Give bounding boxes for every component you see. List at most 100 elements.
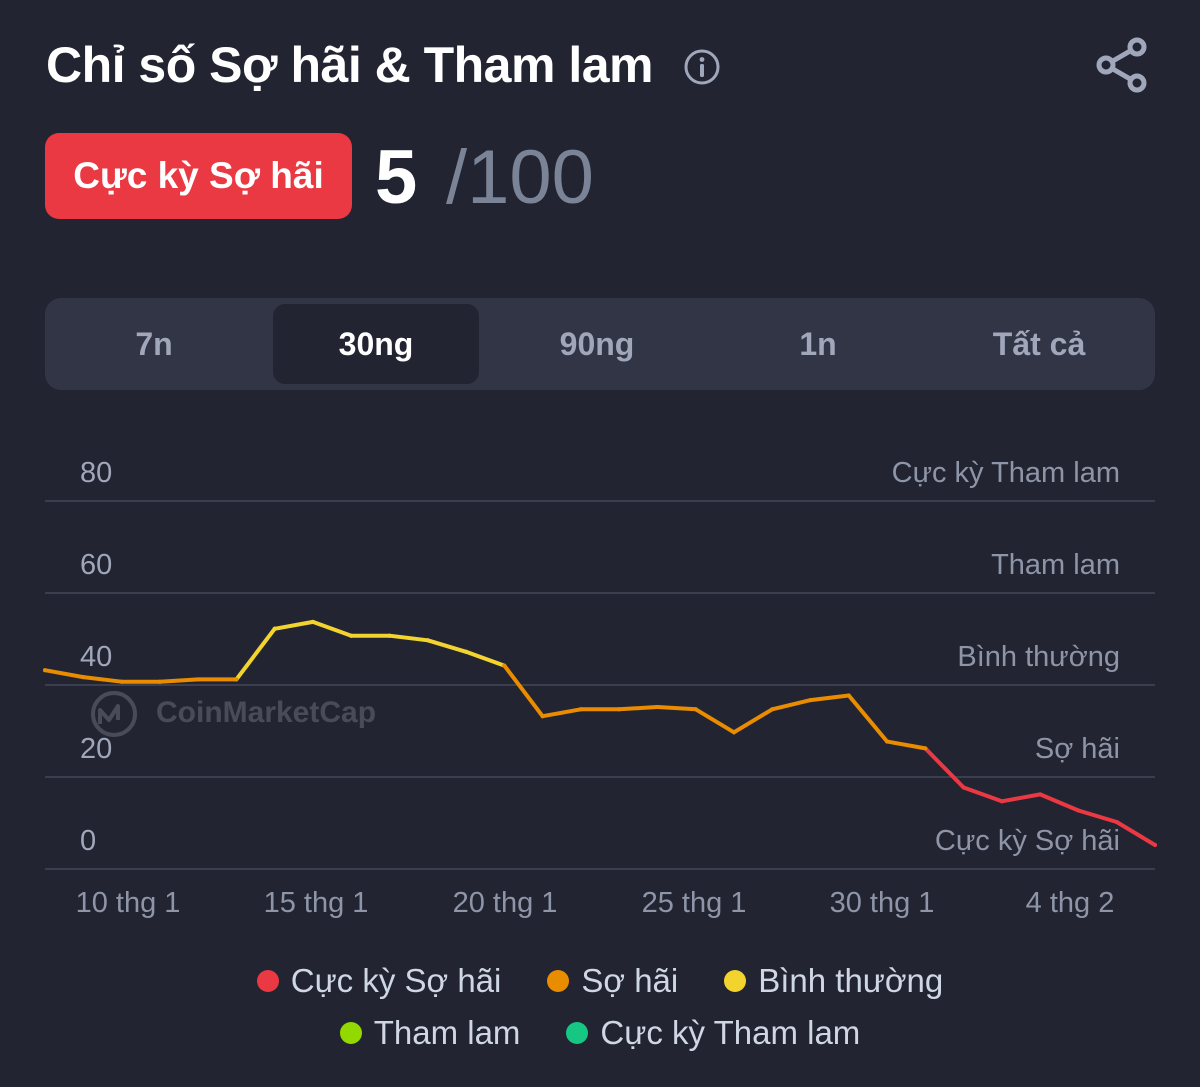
legend-dot <box>339 1022 362 1044</box>
data-point <box>234 677 239 682</box>
watermark: CoinMarketCap <box>91 691 376 737</box>
line-segment <box>464 649 507 668</box>
data-point <box>1114 820 1119 824</box>
line-segment <box>961 785 1004 804</box>
data-point <box>157 679 162 684</box>
data-point <box>540 714 545 719</box>
tab-30d[interactable]: 30ng <box>273 304 479 384</box>
y-tick-label: 0 <box>80 825 96 857</box>
zone-label: Bình thường <box>957 641 1120 673</box>
legend-item-extreme-greed[interactable]: Cực kỳ Tham lam <box>566 1014 860 1052</box>
data-point <box>310 619 315 624</box>
y-tick-label: 80 <box>80 457 112 489</box>
data-point <box>808 698 813 703</box>
data-point <box>617 707 622 712</box>
x-tick-label: 15 thg 1 <box>264 887 369 919</box>
line-segment <box>1038 792 1081 813</box>
score-max: /100 <box>446 135 594 220</box>
line-segment <box>502 663 545 719</box>
line-segment <box>808 693 851 703</box>
coinmarketcap-logo-icon <box>91 691 137 737</box>
line-segment <box>1076 808 1119 824</box>
score-value: 5 <box>375 135 418 220</box>
data-point <box>464 649 469 654</box>
data-point <box>1038 792 1043 797</box>
data-point <box>885 739 890 744</box>
line-segment <box>157 677 201 684</box>
legend-row-1: Cực kỳ Sợ hãi Sợ hãi Bình thường <box>0 962 1200 1000</box>
legend-label: Sợ hãi <box>581 962 679 999</box>
line-segment <box>387 633 430 643</box>
legend-label: Bình thường <box>758 962 944 999</box>
data-point <box>923 746 928 751</box>
y-tick-label: 20 <box>80 733 112 765</box>
y-tick-label: 60 <box>80 549 112 581</box>
line-segment <box>81 675 124 684</box>
line-segment <box>655 705 698 712</box>
line-segment <box>310 619 354 638</box>
line-segment <box>770 698 813 712</box>
index-line <box>43 619 1157 847</box>
line-segment <box>1114 820 1157 847</box>
line-segment <box>43 668 86 680</box>
data-point <box>1153 843 1157 847</box>
legend-label: Tham lam <box>373 1014 521 1051</box>
line-segment <box>425 638 469 654</box>
legend-item-fear[interactable]: Sợ hãi <box>547 962 678 1000</box>
data-point <box>387 633 392 638</box>
data-point <box>846 693 851 698</box>
data-point <box>272 626 277 631</box>
legend-label: Cực kỳ Tham lam <box>600 1014 861 1051</box>
data-point <box>119 679 124 684</box>
tab-7d[interactable]: 7n <box>135 325 173 362</box>
x-tick-label: 30 thg 1 <box>830 887 935 919</box>
data-point <box>578 707 583 712</box>
line-segment <box>885 739 928 751</box>
line-segment <box>731 707 775 735</box>
y-tick-label: 40 <box>80 641 112 673</box>
x-tick-label: 25 thg 1 <box>642 887 747 919</box>
legend-row-2: Tham lam Cực kỳ Tham lam <box>0 1014 1200 1052</box>
legend-item-neutral[interactable]: Bình thường <box>724 962 943 1000</box>
page-title: Chỉ số Sợ hãi & Tham lam <box>46 37 654 93</box>
x-tick-label: 20 thg 1 <box>453 887 558 919</box>
watermark-text: CoinMarketCap <box>156 696 376 729</box>
data-point <box>731 730 736 735</box>
data-point <box>1076 808 1081 813</box>
share-icon[interactable] <box>1094 36 1150 94</box>
line-segment <box>846 693 890 744</box>
data-point <box>999 799 1004 804</box>
tab-90d[interactable]: 90ng <box>559 325 635 362</box>
tab-1y[interactable]: 1n <box>799 325 837 362</box>
data-point <box>425 638 430 643</box>
data-point <box>961 785 966 790</box>
zone-label: Cực kỳ Sợ hãi <box>935 825 1120 857</box>
line-segment <box>272 619 315 631</box>
tab-all[interactable]: Tất cả <box>992 325 1086 362</box>
data-point <box>196 677 201 682</box>
fear-greed-chart: CoinMarketCap 80 60 40 20 0 Cực kỳ Tham lam Th… <box>43 457 1157 919</box>
line-segment <box>540 707 583 719</box>
line-segment <box>923 746 966 790</box>
data-point <box>693 707 698 712</box>
data-point <box>655 705 660 709</box>
legend-item-extreme-fear[interactable]: Cực kỳ Sợ hãi <box>256 962 502 1000</box>
legend-item-greed[interactable]: Tham lam <box>339 1014 521 1052</box>
data-point <box>502 663 507 668</box>
line-segment <box>999 792 1043 804</box>
data-point <box>770 707 775 712</box>
data-point <box>43 668 47 673</box>
data-point <box>349 633 354 638</box>
x-tick-label: 4 thg 2 <box>1026 887 1115 919</box>
data-point <box>81 675 86 680</box>
line-segment <box>693 707 736 735</box>
zone-label: Tham lam <box>991 549 1120 581</box>
line-segment <box>617 705 660 712</box>
x-tick-label: 10 thg 1 <box>76 887 181 919</box>
zone-label: Cực kỳ Tham lam <box>892 457 1120 489</box>
legend-dot <box>724 970 747 992</box>
legend-label: Cực kỳ Sợ hãi <box>290 962 502 999</box>
sentiment-badge: Cực kỳ Sợ hãi <box>45 133 352 219</box>
line-segment <box>234 626 277 682</box>
info-circle-icon[interactable] <box>683 48 721 86</box>
